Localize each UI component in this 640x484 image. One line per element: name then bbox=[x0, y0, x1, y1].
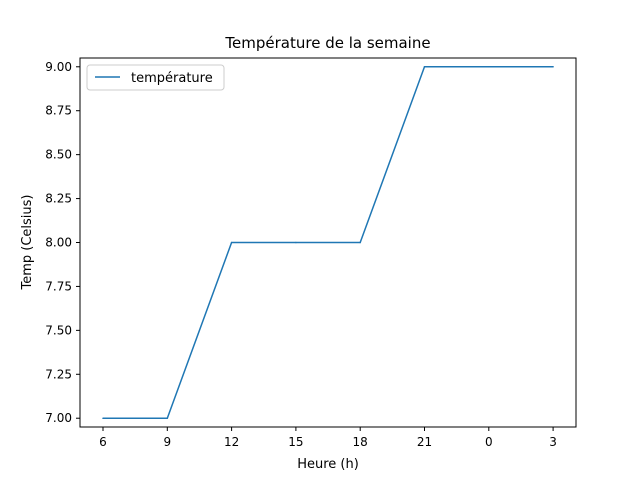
data-point bbox=[166, 417, 169, 419]
legend-series-label: température bbox=[131, 71, 213, 86]
data-point bbox=[552, 66, 554, 68]
x-tick-label: 0 bbox=[485, 435, 493, 449]
data-point bbox=[102, 417, 104, 419]
y-tick-label: 8.25 bbox=[45, 192, 72, 206]
x-tick-label: 12 bbox=[224, 435, 239, 449]
x-axis-ticks: 6 9 12 15 18 21 0 3 bbox=[99, 427, 557, 449]
data-point bbox=[295, 241, 297, 244]
data-point bbox=[488, 66, 490, 68]
x-tick-label: 9 bbox=[163, 435, 171, 449]
legend: température bbox=[86, 64, 225, 91]
y-tick-label: 7.00 bbox=[45, 411, 72, 425]
x-tick-label: 6 bbox=[99, 435, 107, 449]
data-point bbox=[230, 241, 233, 244]
data-point bbox=[359, 241, 361, 244]
x-axis-label: Heure (h) bbox=[297, 457, 359, 472]
y-tick-label: 8.75 bbox=[45, 104, 72, 118]
y-tick-label: 8.00 bbox=[45, 236, 72, 250]
x-tick-label: 15 bbox=[288, 435, 303, 449]
y-tick-label: 7.25 bbox=[45, 367, 72, 381]
y-tick-label: 9.00 bbox=[45, 60, 72, 74]
y-tick-label: 8.50 bbox=[45, 148, 72, 162]
y-tick-label: 7.75 bbox=[45, 279, 72, 293]
y-axis-label: Temp (Celsius) bbox=[20, 194, 35, 290]
x-tick-label: 18 bbox=[353, 435, 368, 449]
series-line-temperature bbox=[103, 66, 554, 419]
chart-title: Température de la semaine bbox=[224, 34, 430, 52]
x-tick-label: 21 bbox=[417, 435, 432, 449]
legend-box bbox=[86, 64, 225, 91]
x-tick-label: 3 bbox=[549, 435, 557, 449]
data-point bbox=[423, 66, 426, 68]
y-axis-ticks: 7.00 7.25 7.50 7.75 8.00 8.25 8.50 8.75 9.00 bbox=[45, 60, 80, 425]
series-layer bbox=[102, 66, 554, 419]
y-tick-label: 7.50 bbox=[45, 323, 72, 337]
plot-frame bbox=[79, 57, 577, 428]
